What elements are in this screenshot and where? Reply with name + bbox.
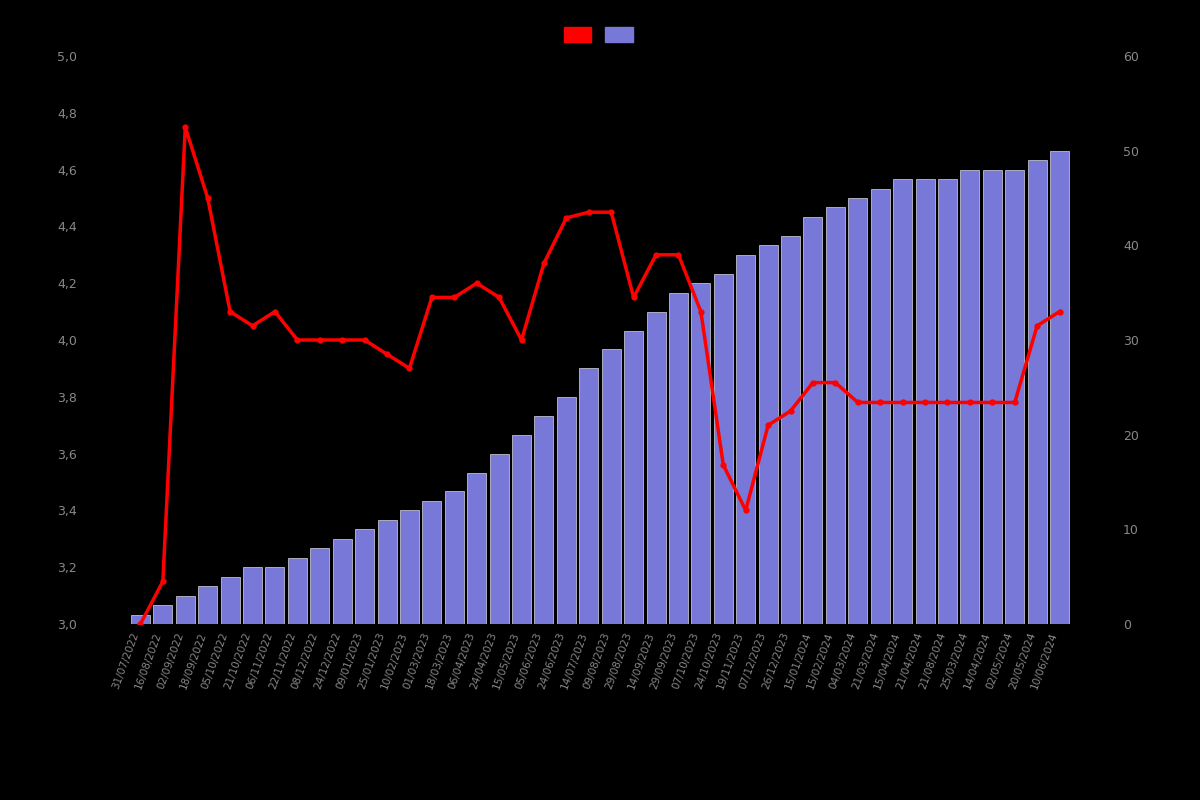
- Bar: [647, 312, 666, 624]
- Bar: [848, 198, 868, 624]
- Bar: [175, 595, 194, 624]
- Bar: [580, 368, 599, 624]
- Bar: [490, 454, 509, 624]
- Bar: [288, 558, 307, 624]
- Bar: [242, 567, 262, 624]
- Bar: [714, 274, 733, 624]
- Bar: [781, 236, 800, 624]
- Bar: [826, 207, 845, 624]
- Bar: [758, 246, 778, 624]
- Bar: [624, 330, 643, 624]
- Bar: [422, 501, 442, 624]
- Bar: [871, 189, 889, 624]
- Bar: [601, 350, 620, 624]
- Bar: [445, 491, 464, 624]
- Bar: [512, 434, 532, 624]
- Legend: , : ,: [559, 22, 641, 47]
- Bar: [332, 539, 352, 624]
- Bar: [311, 548, 329, 624]
- Bar: [265, 567, 284, 624]
- Bar: [916, 179, 935, 624]
- Bar: [378, 520, 396, 624]
- Bar: [355, 530, 374, 624]
- Bar: [983, 170, 1002, 624]
- Bar: [736, 255, 755, 624]
- Bar: [893, 179, 912, 624]
- Bar: [668, 293, 688, 624]
- Bar: [154, 605, 173, 624]
- Bar: [1006, 170, 1025, 624]
- Bar: [198, 586, 217, 624]
- Bar: [534, 416, 553, 624]
- Bar: [1027, 160, 1046, 624]
- Bar: [1050, 150, 1069, 624]
- Bar: [557, 397, 576, 624]
- Bar: [691, 283, 710, 624]
- Bar: [467, 473, 486, 624]
- Bar: [221, 577, 240, 624]
- Bar: [938, 179, 958, 624]
- Bar: [131, 614, 150, 624]
- Bar: [960, 170, 979, 624]
- Bar: [400, 510, 419, 624]
- Bar: [804, 217, 822, 624]
